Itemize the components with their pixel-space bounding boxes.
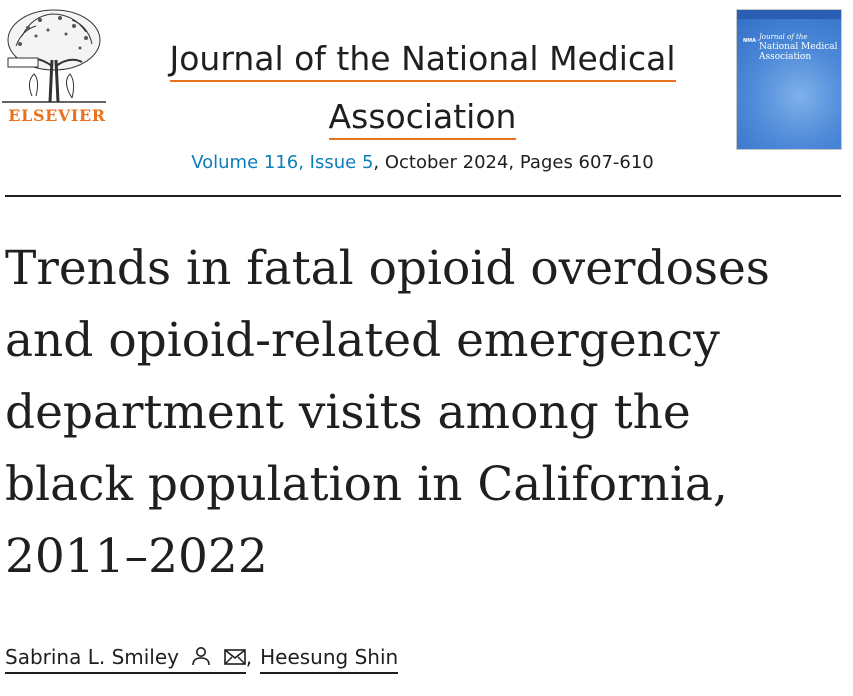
elsevier-logo[interactable]: ELSEVIER [2, 6, 106, 126]
author-link-sabrina-smiley[interactable]: Sabrina L. Smiley [5, 643, 246, 674]
cover-nma-mark: NMA [743, 38, 757, 44]
journal-title-link[interactable]: Journal of the National Medical Associat… [169, 39, 676, 140]
article-title-line: department visits among the [5, 385, 691, 440]
article-title-line: Trends in fatal opioid overdoses [5, 241, 770, 296]
issue-line: Volume 116, Issue 5, October 2024, Pages… [120, 152, 725, 173]
article-title-line: and opioid-related emergency [5, 313, 720, 368]
volume-issue-link[interactable]: Volume 116, Issue 5 [191, 152, 374, 173]
author-list: Sabrina L. Smiley , Heesung Shin [5, 643, 845, 674]
journal-title: Journal of the National Medical Associat… [120, 30, 725, 146]
article-header: ELSEVIER Journal of the National Medical… [0, 0, 853, 196]
header-divider [5, 195, 841, 197]
article-title: Trends in fatal opioid overdoses and opi… [5, 233, 845, 593]
cover-topbar [737, 10, 841, 19]
elsevier-tree-icon [2, 9, 106, 103]
author-separator: , [245, 645, 253, 669]
person-icon [192, 647, 211, 666]
cover-title-main: National Medical Association [759, 42, 838, 62]
cover-title-prefix: Journal of the [759, 33, 808, 41]
journal-cover-thumbnail[interactable]: NMA Journal of the National Medical Asso… [736, 9, 842, 150]
journal-block: Journal of the National Medical Associat… [120, 30, 725, 173]
article-title-line: black population in California, [5, 457, 728, 512]
envelope-icon [223, 649, 246, 665]
issue-details: , October 2024, Pages 607-610 [373, 152, 654, 173]
author-name: Heesung Shin [260, 645, 399, 669]
article-title-line: 2011–2022 [5, 529, 268, 584]
author-name: Sabrina L. Smiley [5, 645, 180, 669]
author-link-heesung-shin[interactable]: Heesung Shin [260, 643, 399, 674]
cover-title: Journal of the National Medical Associat… [759, 32, 839, 62]
publisher-name: ELSEVIER [8, 106, 106, 125]
